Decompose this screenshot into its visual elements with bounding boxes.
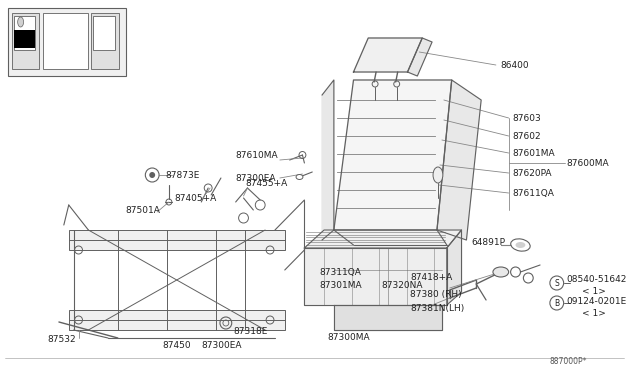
Text: 87602: 87602 [513,131,541,141]
Text: 87380 (RH): 87380 (RH) [410,291,462,299]
Text: B: B [554,298,559,308]
Text: 87381N(LH): 87381N(LH) [410,304,465,312]
Text: 08540-51642: 08540-51642 [566,276,627,285]
Text: 87450: 87450 [162,340,191,350]
Text: 87455+A: 87455+A [246,179,288,187]
Bar [92,13,119,69]
Ellipse shape [516,242,525,248]
Text: 86400: 86400 [500,61,529,70]
Text: 87320NA: 87320NA [381,280,422,289]
Ellipse shape [493,267,509,277]
Polygon shape [322,80,334,240]
Text: 87300MA: 87300MA [327,334,370,343]
Polygon shape [447,230,461,305]
Ellipse shape [511,239,530,251]
Bar [93,16,115,50]
Text: 887000P*: 887000P* [550,357,588,366]
Bar [13,16,35,50]
Polygon shape [334,305,442,330]
Text: 09124-0201E: 09124-0201E [566,298,627,307]
Text: 87301MA: 87301MA [319,280,362,289]
Bar [13,30,35,48]
Text: 87600MA: 87600MA [566,158,609,167]
Polygon shape [353,38,422,72]
Bar [68,230,285,250]
Polygon shape [408,38,432,76]
Bar [44,13,88,69]
Text: 87300EA: 87300EA [236,173,276,183]
Text: 87532: 87532 [47,336,76,344]
Ellipse shape [433,167,443,183]
Polygon shape [305,230,461,248]
Text: 87405+A: 87405+A [175,193,217,202]
Text: < 1>: < 1> [582,310,606,318]
Text: 87611QA: 87611QA [513,189,554,198]
Text: 64891P: 64891P [471,237,506,247]
Text: 87620PA: 87620PA [513,169,552,177]
Text: 87311QA: 87311QA [319,267,361,276]
Text: 87603: 87603 [513,113,541,122]
Polygon shape [334,80,452,230]
Text: 87318E: 87318E [234,327,268,337]
Circle shape [149,172,155,178]
Bar [12,13,39,69]
Ellipse shape [18,17,24,27]
Text: S: S [554,279,559,288]
Text: 87300EA: 87300EA [202,340,242,350]
Polygon shape [437,80,481,240]
Text: 87418+A: 87418+A [410,273,452,282]
Text: 87501A: 87501A [125,205,161,215]
Bar [68,310,285,330]
Text: < 1>: < 1> [582,288,606,296]
Bar [8,8,125,76]
Polygon shape [305,248,447,305]
Text: 87610MA: 87610MA [236,151,278,160]
Text: 87873E: 87873E [165,170,199,180]
Text: 87601MA: 87601MA [513,148,556,157]
Ellipse shape [296,174,303,180]
